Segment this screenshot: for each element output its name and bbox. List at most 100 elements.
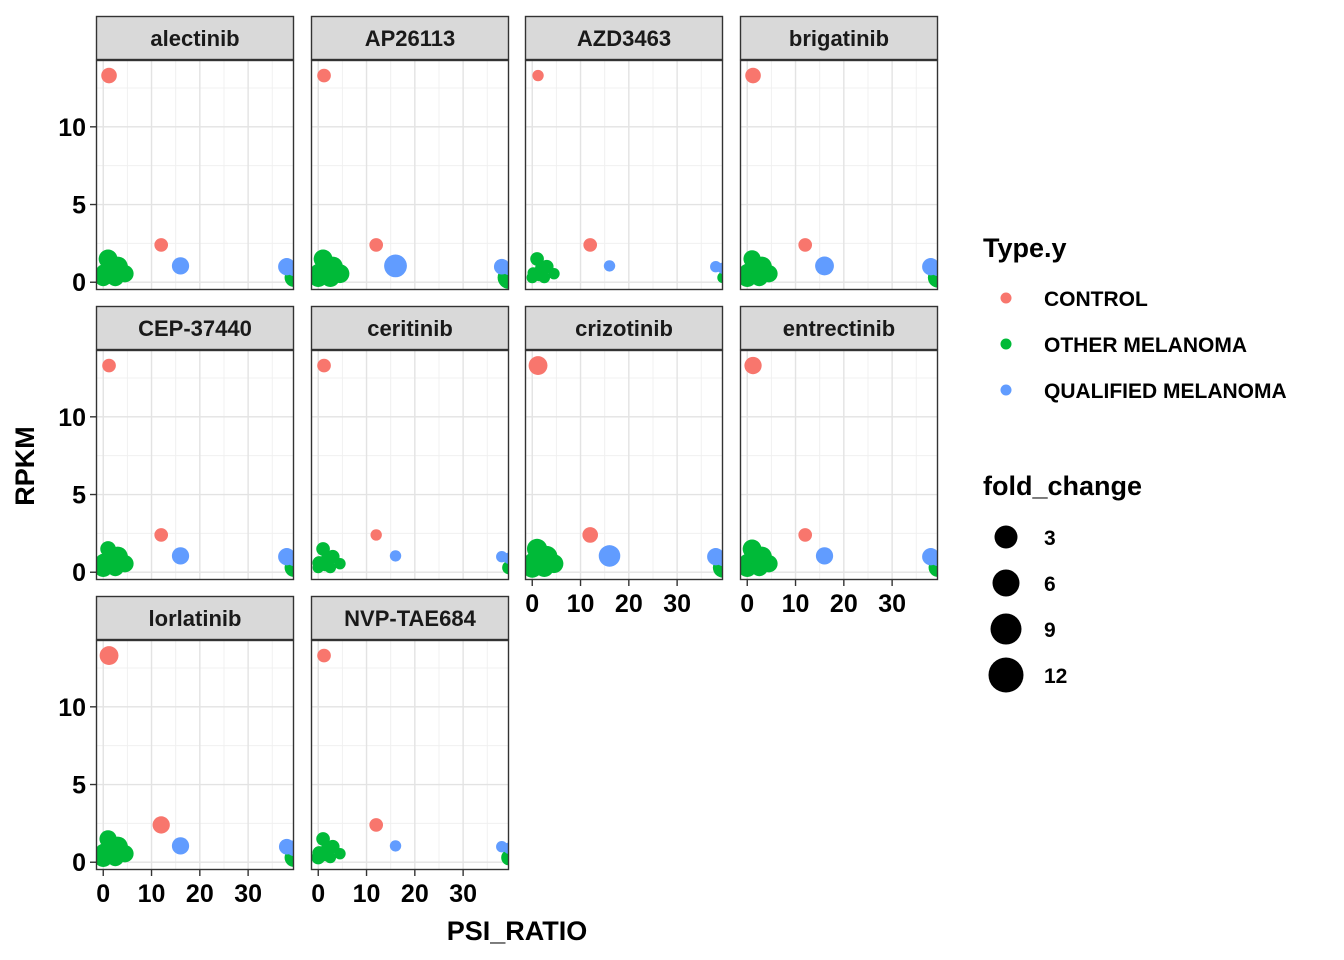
- facet-strip-label: NVP-TAE684: [344, 606, 476, 631]
- size-legend-dot: [992, 569, 1020, 597]
- panel-border: [310, 349, 510, 581]
- panel-border: [739, 59, 939, 291]
- facet-panel-brigatinib: brigatinib: [739, 15, 939, 291]
- grid-lines: [741, 61, 937, 289]
- data-point: [154, 238, 169, 252]
- data-point: [501, 849, 508, 866]
- facet-strip-label: entrectinib: [783, 316, 895, 341]
- data-point: [583, 238, 598, 252]
- facet-panel-crizotinib: crizotinib 0 10 20 30: [524, 305, 724, 618]
- facet-strip-label: AZD3463: [577, 26, 671, 51]
- facet-panel-entrectinib: entrectinib 0 10 20 30: [739, 305, 939, 618]
- size-legend-dot: [990, 613, 1022, 645]
- facet-panel-CEP-37440: CEP-37440 0 5 10: [58, 305, 295, 587]
- x-tick-label: 10: [353, 880, 381, 908]
- grid-lines: [97, 61, 293, 289]
- data-point: [538, 271, 551, 284]
- data-point: [389, 550, 402, 562]
- panel-border: [524, 59, 724, 291]
- legend: Type.y CONTROL OTHER MELANOMA QUALIFIED MEL…: [983, 233, 1287, 693]
- x-tick-label: 30: [234, 880, 262, 908]
- panel-border: [95, 59, 295, 291]
- data-point: [582, 527, 598, 543]
- data-point: [334, 557, 346, 570]
- facet-strip: [739, 15, 939, 61]
- size-legend-dot: [988, 657, 1024, 693]
- plot-background: [740, 350, 938, 580]
- x-tick-label: 0: [525, 590, 539, 618]
- facet-strip: [310, 305, 510, 351]
- facet-strip: [524, 305, 724, 351]
- x-tick-label: 20: [615, 590, 643, 618]
- y-tick-label: 0: [72, 559, 86, 587]
- data-point: [369, 818, 384, 832]
- data-point: [528, 356, 548, 375]
- data-point: [548, 267, 560, 280]
- grid-lines: [312, 641, 508, 869]
- data-point: [544, 554, 564, 574]
- data-point: [598, 545, 621, 567]
- data-point: [171, 547, 190, 565]
- facet-strip-label: AP26113: [365, 26, 456, 51]
- plot-background: [525, 60, 723, 290]
- data-points: [97, 358, 293, 577]
- grid-lines: [97, 641, 293, 869]
- size-legend-title: fold_change: [983, 471, 1142, 501]
- facet-strip-label: crizotinib: [575, 316, 673, 341]
- data-points: [526, 356, 722, 578]
- x-axis-title: PSI_RATIO: [447, 916, 588, 946]
- y-tick-label: 10: [58, 694, 86, 722]
- data-point: [116, 265, 134, 283]
- data-point: [101, 67, 117, 84]
- data-point: [369, 238, 384, 252]
- size-legend-dot: [994, 525, 1018, 549]
- data-point: [152, 816, 170, 834]
- panel-border: [739, 349, 939, 581]
- size-legend-label: 3: [1044, 527, 1056, 550]
- facet-strip-label: alectinib: [150, 26, 239, 51]
- x-tick-label: 10: [567, 590, 595, 618]
- plot-background: [311, 640, 509, 870]
- panel-border: [524, 349, 724, 581]
- x-tick-label: 0: [740, 590, 754, 618]
- data-point: [503, 552, 508, 564]
- x-tick-label: 30: [878, 590, 906, 618]
- legend-key-dot: [1000, 338, 1012, 350]
- x-tick-label: 0: [96, 880, 110, 908]
- size-legend: fold_change 3 6 9 12: [983, 471, 1142, 693]
- data-point: [324, 851, 337, 864]
- data-point: [154, 528, 169, 542]
- facet-panel-ceritinib: ceritinib: [310, 305, 510, 581]
- data-point: [286, 840, 293, 856]
- legend-key-dot: [1000, 384, 1012, 396]
- facet-panel-lorlatinib: lorlatinib 0 5 10 0 10 20 30: [58, 595, 295, 908]
- data-points: [97, 67, 293, 287]
- facet-strip: [310, 595, 510, 641]
- facet-strip: [95, 595, 295, 641]
- panel-border: [95, 349, 295, 581]
- data-point: [502, 560, 508, 575]
- y-tick-label: 5: [72, 192, 86, 220]
- data-point: [744, 356, 762, 375]
- data-point: [370, 529, 382, 541]
- x-tick-label: 20: [401, 880, 429, 908]
- data-points: [312, 358, 508, 575]
- plot-background: [525, 350, 723, 580]
- data-point: [798, 528, 813, 542]
- data-point: [171, 837, 190, 855]
- data-point: [717, 271, 722, 284]
- x-tick-label: 30: [449, 880, 477, 908]
- y-tick-label: 0: [72, 849, 86, 877]
- data-point: [389, 840, 402, 852]
- data-point: [603, 260, 616, 272]
- facet-strip-label: lorlatinib: [149, 606, 242, 631]
- data-points: [526, 69, 722, 284]
- data-point: [286, 550, 293, 566]
- data-point: [745, 67, 761, 84]
- size-legend-label: 12: [1044, 665, 1067, 688]
- plot-background: [96, 60, 294, 290]
- plot-background: [96, 350, 294, 580]
- data-point: [102, 358, 116, 373]
- facet-strip: [310, 15, 510, 61]
- data-point: [930, 550, 937, 566]
